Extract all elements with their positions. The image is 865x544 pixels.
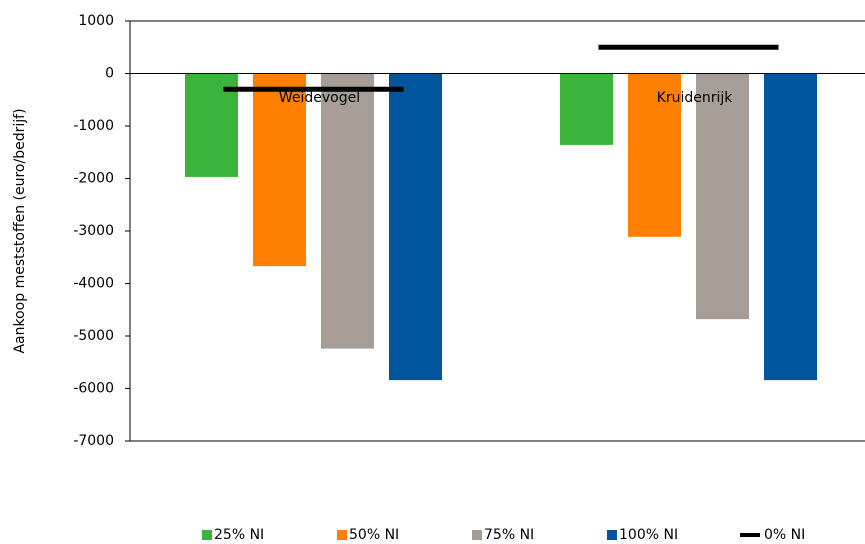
bar xyxy=(764,73,817,381)
legend-swatch xyxy=(472,530,482,540)
y-tick-label: -1000 xyxy=(73,118,114,134)
category-label: Kruidenrijk xyxy=(657,90,734,106)
legend-swatch xyxy=(202,530,212,540)
y-tick-label: -2000 xyxy=(73,171,114,187)
y-tick-label: -4000 xyxy=(73,276,114,292)
bar xyxy=(321,73,374,349)
bar xyxy=(560,73,613,145)
y-tick-label: -7000 xyxy=(73,433,114,449)
legend-label: 50% NI xyxy=(349,527,399,543)
y-tick-label: -6000 xyxy=(73,381,114,397)
bar xyxy=(253,73,306,267)
category-label: Weidevogel xyxy=(279,90,360,106)
legend-swatch xyxy=(607,530,617,540)
legend-label: 100% NI xyxy=(619,527,678,543)
y-tick-label: -5000 xyxy=(73,328,114,344)
bar xyxy=(389,73,442,381)
legend-swatch xyxy=(337,530,347,540)
y-tick-label: 1000 xyxy=(78,13,114,29)
plot-frame xyxy=(129,20,865,442)
y-axis-title: Aankoop meststoffen (euro/bedrijf) xyxy=(12,108,28,353)
y-tick-label: -3000 xyxy=(73,223,114,239)
legend-label: 75% NI xyxy=(484,527,534,543)
legend-label: 25% NI xyxy=(214,527,264,543)
bar xyxy=(628,73,681,237)
y-tick-label: 0 xyxy=(105,66,114,82)
legend-label: 0% NI xyxy=(764,527,805,543)
bar xyxy=(696,73,749,320)
